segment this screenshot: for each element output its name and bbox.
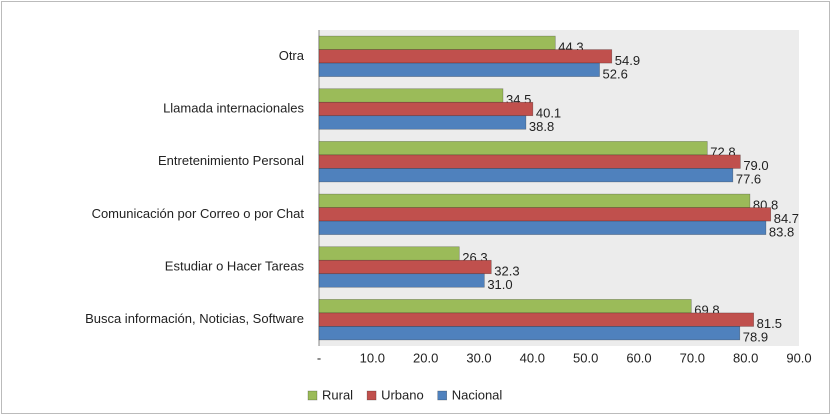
- value-label: 32.3: [494, 263, 519, 278]
- value-label: 84.7: [774, 211, 799, 226]
- x-tick-label: 10.0: [360, 350, 385, 365]
- y-tick-label: Entretenimiento Personal: [158, 153, 304, 168]
- bar: [318, 154, 741, 169]
- value-label: 54.9: [615, 53, 640, 68]
- bar: [318, 141, 708, 156]
- y-tick-label: Comunicación por Correo o por Chat: [92, 206, 305, 221]
- bar: [318, 115, 527, 130]
- y-tick-label: Otra: [279, 48, 305, 63]
- legend-swatch: [437, 390, 448, 401]
- x-tick-label: 90.0: [786, 350, 811, 365]
- bar: [318, 101, 534, 117]
- legend-swatch: [366, 390, 377, 401]
- bar: [318, 207, 772, 222]
- bar: [318, 246, 460, 261]
- bar: [318, 273, 485, 288]
- value-label: 78.9: [743, 330, 768, 345]
- value-label: 40.1: [536, 105, 561, 120]
- bar: [318, 62, 600, 77]
- bar: [318, 326, 741, 341]
- bar: [318, 259, 492, 275]
- bar: [318, 49, 613, 64]
- value-label: 81.5: [757, 316, 782, 331]
- y-tick-label: Busca información, Noticias, Software: [85, 311, 304, 326]
- bar: [318, 168, 734, 183]
- y-tick-label: Estudiar o Hacer Tareas: [165, 258, 305, 273]
- legend-label: Urbano: [381, 387, 424, 402]
- value-label: 79.0: [743, 158, 768, 173]
- y-tick-label: Llamada internacionales: [163, 100, 304, 115]
- x-tick-label: 80.0: [733, 350, 758, 365]
- bar: [318, 35, 556, 50]
- bar: [318, 193, 751, 208]
- legend-label: Nacional: [452, 387, 503, 402]
- value-label: 83.8: [769, 224, 794, 239]
- x-tick-label: 40.0: [520, 350, 545, 365]
- x-tick-label: 20.0: [413, 350, 438, 365]
- value-label: 77.6: [736, 172, 761, 187]
- x-tick-label: -: [317, 350, 321, 365]
- bar: [318, 220, 767, 235]
- bar: [318, 312, 754, 327]
- value-label: 52.6: [603, 66, 628, 81]
- bar: [318, 88, 504, 103]
- x-tick-label: 60.0: [626, 350, 651, 365]
- x-tick-label: 30.0: [466, 350, 491, 365]
- bar: [318, 299, 692, 314]
- value-label: 38.8: [529, 119, 554, 134]
- plot-area: [319, 30, 799, 346]
- legend-swatch: [307, 390, 318, 401]
- x-tick-label: 70.0: [680, 350, 705, 365]
- value-label: 31.0: [487, 277, 512, 292]
- x-tick-label: 50.0: [573, 350, 598, 365]
- legend-label: Rural: [322, 387, 353, 402]
